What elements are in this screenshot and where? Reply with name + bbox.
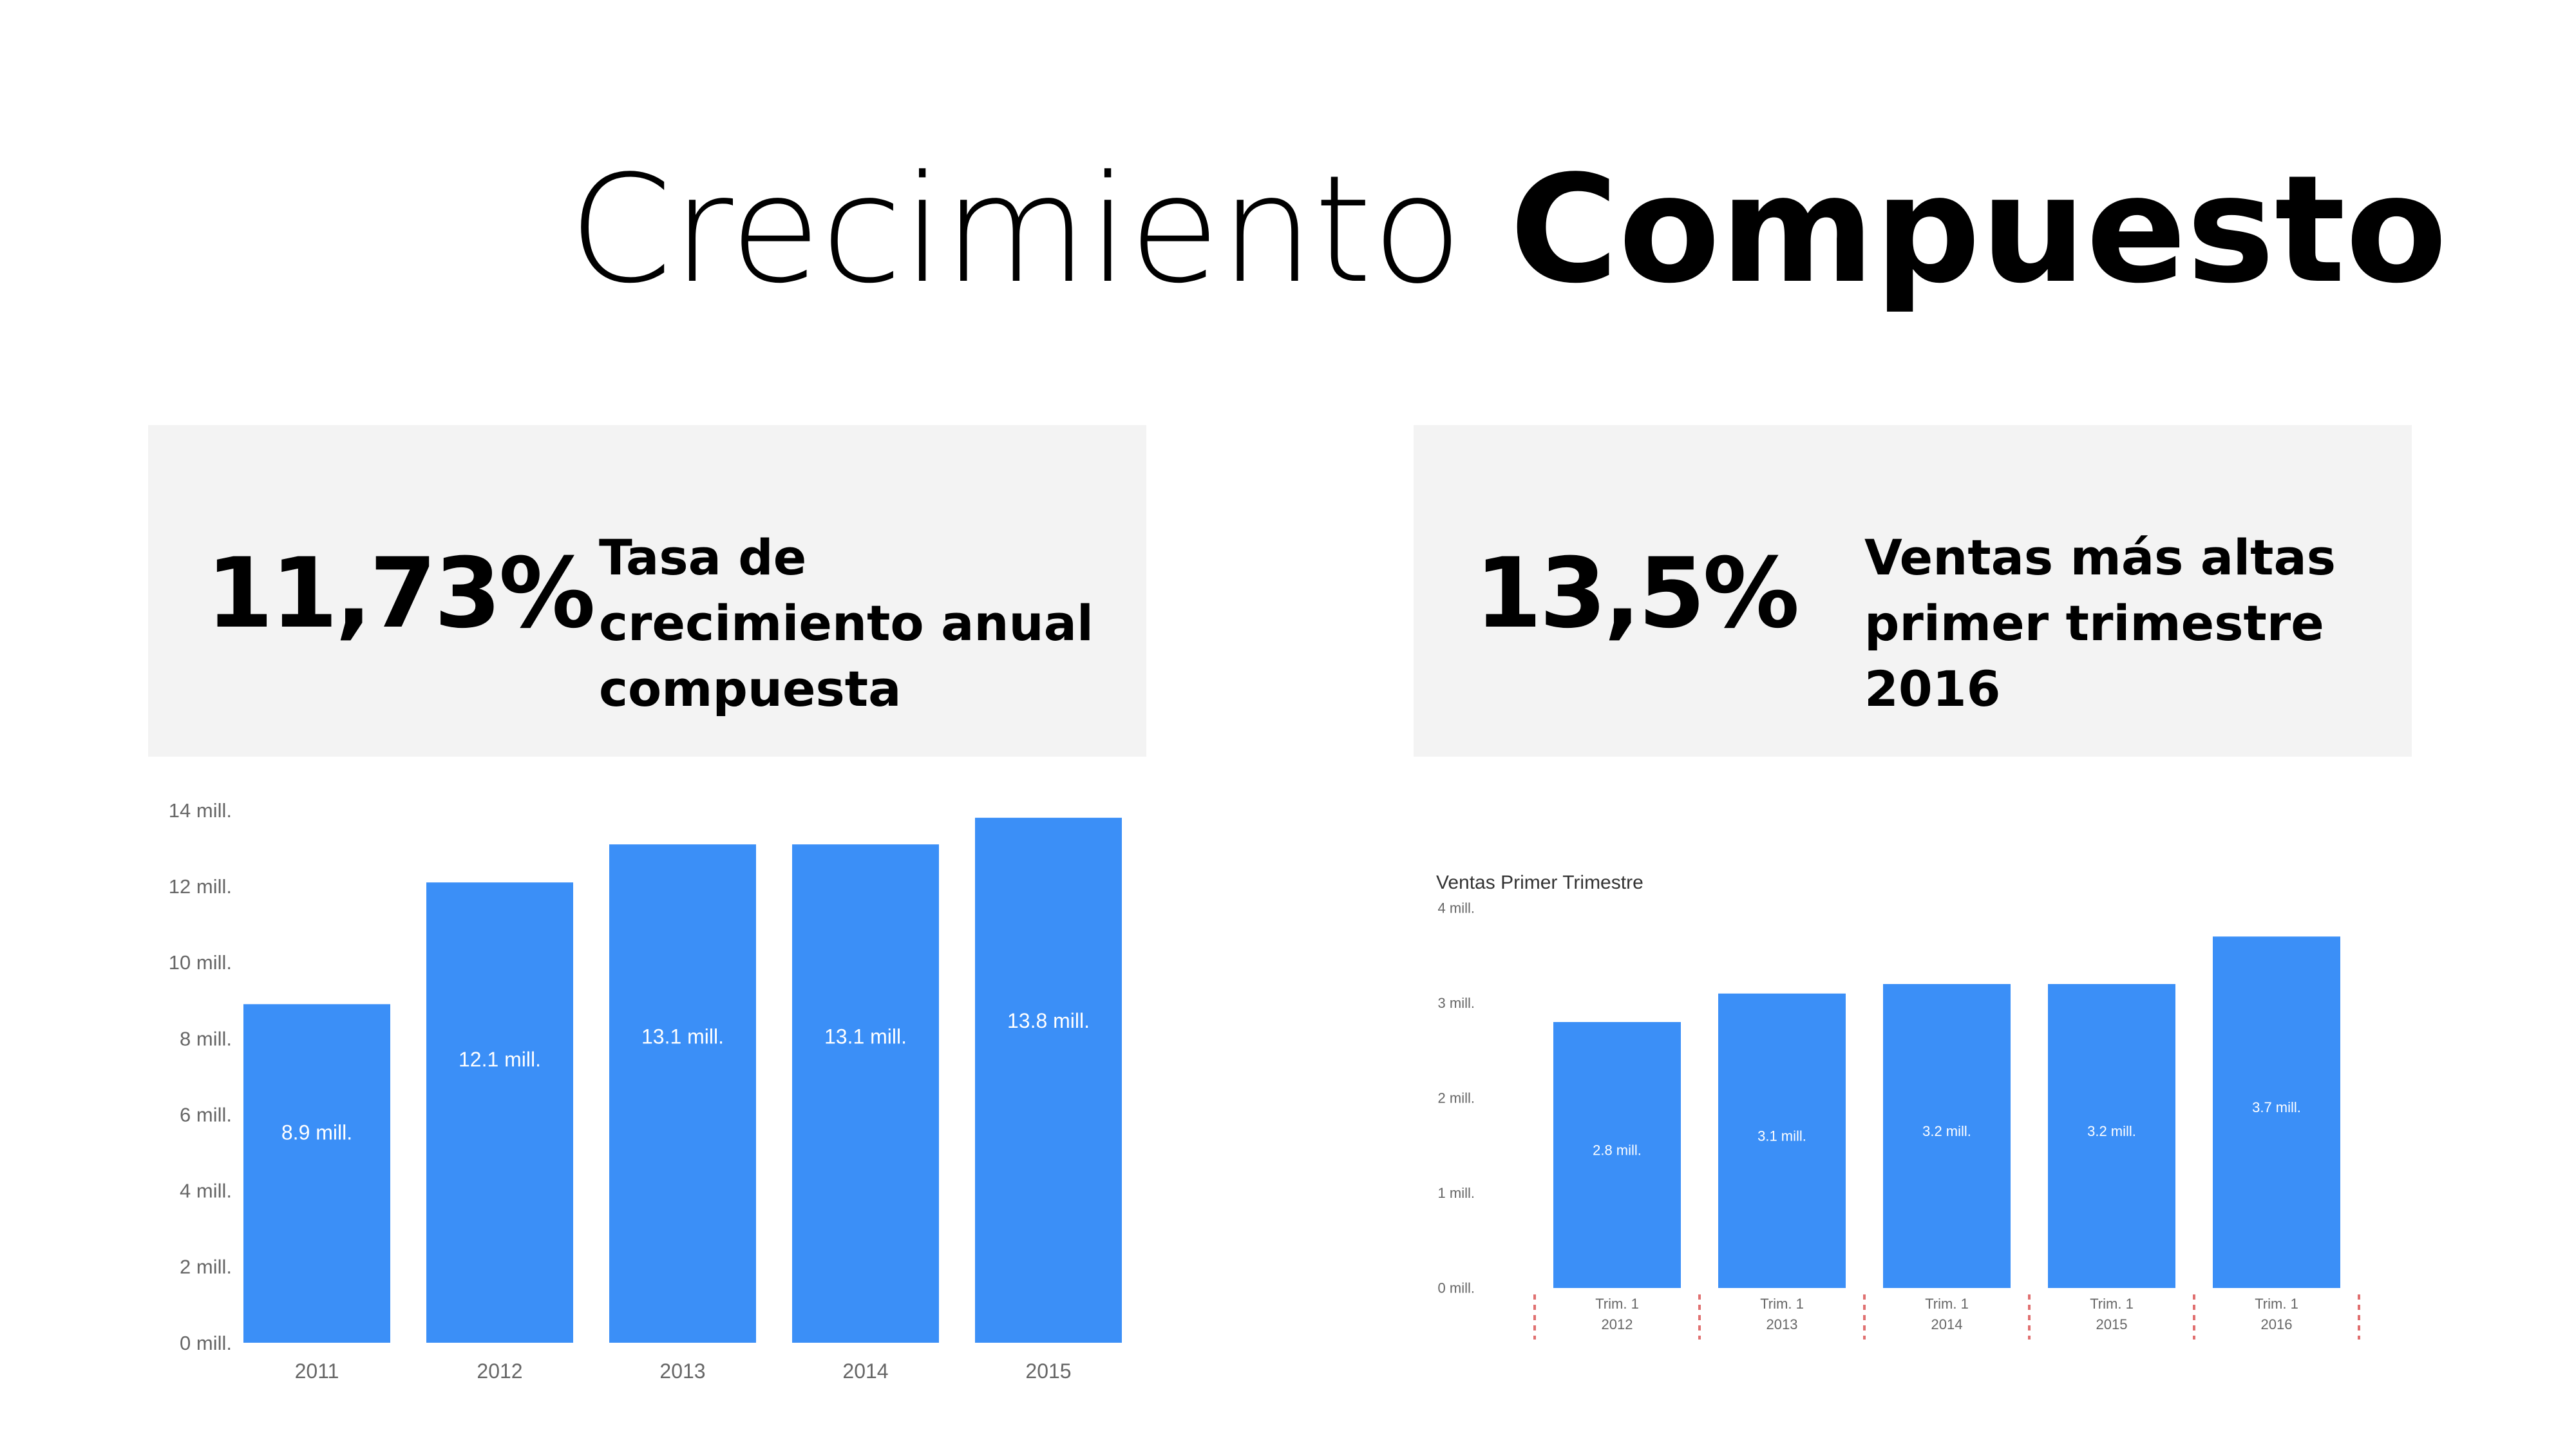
x-tick-label: Trim. 1	[1760, 1296, 1804, 1312]
data-label: 13.1 mill.	[641, 1025, 724, 1048]
bar	[609, 844, 756, 1343]
kpi-label: Ventas más altas primer trimestre 2016	[1864, 529, 2336, 717]
y-tick-label: 3 mill.	[1438, 995, 1475, 1011]
chart-title: Ventas Primer Trimestre	[1436, 872, 1643, 893]
data-label: 3.7 mill.	[2252, 1099, 2301, 1115]
bar	[1718, 993, 1846, 1288]
x-tick-label: Trim. 1	[1925, 1296, 1969, 1312]
x-tick-label: 2014	[842, 1359, 888, 1383]
x-tick-label: 2016	[2261, 1316, 2293, 1332]
kpi-value: 13,5%	[1475, 538, 1799, 650]
data-label: 13.1 mill.	[824, 1025, 907, 1048]
x-tick-label: Trim. 1	[1595, 1296, 1639, 1312]
data-label: 3.2 mill.	[2087, 1123, 2136, 1139]
x-tick-label: 2013	[1766, 1316, 1798, 1332]
y-tick-label: 6 mill.	[180, 1103, 232, 1126]
kpi-label: Tasa de crecimiento anual compuesta	[599, 529, 1094, 717]
y-tick-label: 1 mill.	[1438, 1185, 1475, 1201]
x-tick-label: 2012	[1602, 1316, 1633, 1332]
y-tick-label: 2 mill.	[180, 1256, 232, 1278]
bar	[1553, 1022, 1681, 1288]
y-tick-label: 8 mill.	[180, 1027, 232, 1050]
y-tick-label: 2 mill.	[1438, 1090, 1475, 1106]
data-label: 13.8 mill.	[1007, 1009, 1090, 1032]
page-title-bold: Compuesto	[1510, 144, 2447, 316]
y-tick-label: 12 mill.	[169, 875, 232, 898]
bar	[2048, 984, 2175, 1288]
y-tick-label: 4 mill.	[1438, 900, 1475, 916]
page-title-light: Crecimiento	[569, 144, 1463, 316]
bar	[975, 817, 1122, 1343]
data-label: 12.1 mill.	[459, 1048, 541, 1071]
x-tick-label: Trim. 1	[2090, 1296, 2134, 1312]
y-tick-label: 0 mill.	[1438, 1280, 1475, 1296]
bar	[243, 1004, 390, 1343]
y-tick-label: 10 mill.	[169, 951, 232, 974]
data-label: 3.1 mill.	[1757, 1128, 1806, 1144]
kpi-value: 11,73%	[206, 538, 596, 650]
y-tick-label: 4 mill.	[180, 1180, 232, 1202]
x-tick-label: 2015	[1025, 1359, 1071, 1383]
bar	[426, 882, 573, 1343]
bar	[1883, 984, 2011, 1288]
y-tick-label: 14 mill.	[169, 799, 232, 822]
x-tick-label: 2013	[659, 1359, 705, 1383]
bar	[792, 844, 939, 1343]
kpi-card-cagr: 11,73% Tasa de crecimiento anual compues…	[148, 425, 1146, 757]
data-label: 3.2 mill.	[1922, 1123, 1971, 1139]
bar	[2213, 936, 2340, 1288]
x-tick-label: 2014	[1931, 1316, 1963, 1332]
x-tick-label: Trim. 1	[2255, 1296, 2298, 1312]
y-tick-label: 0 mill.	[180, 1332, 232, 1354]
x-tick-label: 2011	[295, 1359, 339, 1383]
page-title: Crecimiento Compuesto	[569, 142, 2447, 319]
q1-sales-chart: Ventas Primer Trimestre 0 mill. 1 mill. 2 m…	[1436, 872, 2360, 1340]
data-label: 2.8 mill.	[1593, 1142, 1642, 1159]
kpi-card-q1-sales: 13,5% Ventas más altas primer trimestre …	[1414, 425, 2412, 757]
annual-sales-chart: 0 mill. 2 mill. 4 mill. 6 mill. 8 mill. 10 mi…	[169, 799, 1122, 1383]
x-tick-label: 2015	[2096, 1316, 2128, 1332]
x-tick-label: 2012	[477, 1359, 522, 1383]
data-label: 8.9 mill.	[281, 1121, 352, 1144]
